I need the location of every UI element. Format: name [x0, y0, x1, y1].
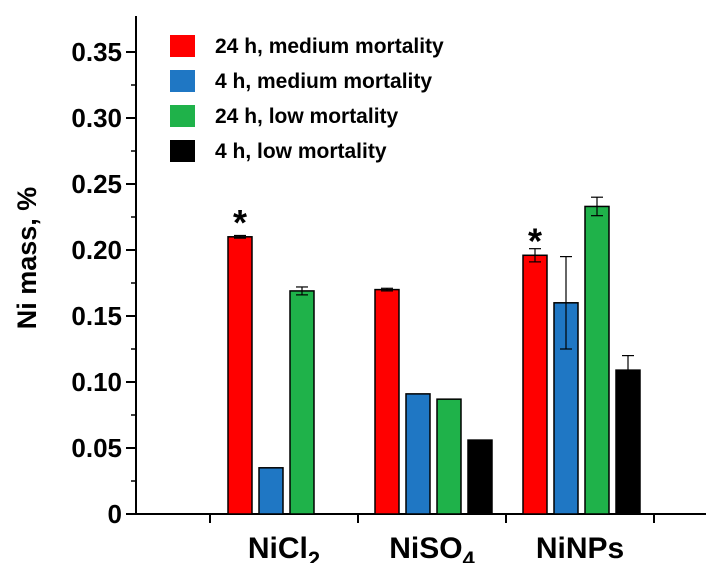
- legend-swatch: [170, 35, 195, 57]
- bar: [467, 439, 493, 515]
- y-tick-label: 0: [108, 499, 122, 529]
- bar: [374, 288, 400, 515]
- legend-swatch: [170, 70, 195, 92]
- y-tick-label: 0.35: [71, 37, 122, 67]
- annotations: * *: [233, 202, 542, 261]
- legend-label: 24 h, medium mortality: [215, 35, 444, 58]
- x-tick-label: NiCl2: [248, 532, 320, 563]
- bar: [436, 398, 462, 515]
- y-tick-label: 0.15: [71, 301, 122, 331]
- y-tick-label: 0.10: [71, 367, 122, 397]
- y-ticks: 0 0.05 0.10 0.15 0.20 0.25 0.30 0.35: [71, 37, 136, 529]
- legend-swatch: [170, 140, 195, 162]
- x-ticks: NiCl2 NiSO4 NiNPs: [209, 514, 655, 563]
- legend: 24 h, medium mortality 4 h, medium mortal…: [170, 35, 444, 163]
- legend-label: 4 h, medium mortality: [215, 70, 432, 93]
- bar: [258, 467, 284, 515]
- legend-swatch: [170, 105, 195, 127]
- legend-label: 4 h, low mortality: [215, 140, 387, 163]
- y-tick-label: 0.20: [71, 235, 122, 265]
- bar: [522, 254, 548, 515]
- y-tick-label: 0.30: [71, 103, 122, 133]
- bar: [227, 236, 253, 515]
- bar: [584, 205, 610, 515]
- y-tick-label: 0.25: [71, 169, 122, 199]
- y-axis-label: Ni mass, %: [12, 187, 42, 330]
- y-tick-label: 0.05: [71, 433, 122, 463]
- x-tick-label: NiSO4: [389, 532, 475, 563]
- bar: [615, 369, 641, 515]
- bars: [227, 196, 641, 515]
- bar: [405, 393, 431, 515]
- legend-label: 24 h, low mortality: [215, 105, 399, 128]
- significance-marker: *: [233, 202, 247, 243]
- bar: [289, 290, 315, 515]
- x-tick-label: NiNPs: [536, 532, 624, 563]
- significance-marker: *: [528, 220, 542, 261]
